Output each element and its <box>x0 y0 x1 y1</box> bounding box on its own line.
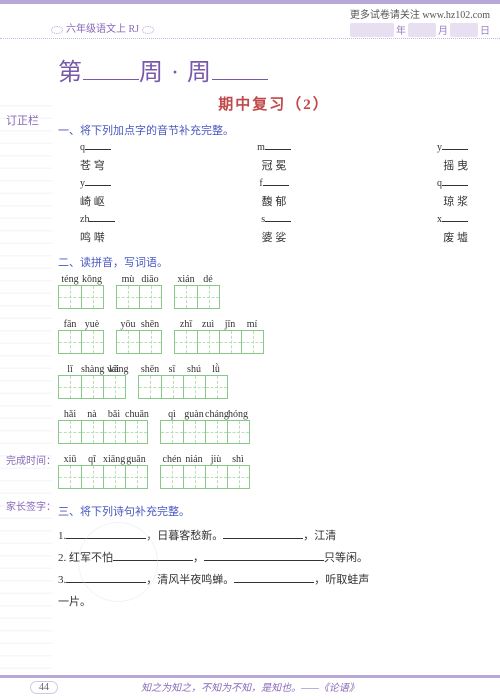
footer-quote: 知之为知之，不知为不知，是知也。——《论语》 <box>0 679 500 694</box>
sidebar-title: 订正栏 <box>6 112 39 128</box>
footer: 44 知之为知之，不知为不知，是知也。——《论语》 <box>0 678 500 694</box>
pinyin-word: xiándé <box>174 274 220 309</box>
pinyin-word: hǎinàbǎichuān <box>58 409 148 444</box>
date-bar: 年 月 日 <box>350 22 490 37</box>
pinyin-word: chénniánjiùshì <box>160 454 250 489</box>
pinyin-word: fānyuè <box>58 319 104 354</box>
main-content: 第周 · 周 期中复习（2） 一、将下列加点字的音节补充完整。 qmy苍 穹冠 … <box>58 52 490 672</box>
dotted-divider <box>0 38 500 39</box>
section-2-heading: 二、读拼音，写词语。 <box>58 254 490 270</box>
source-url: 更多试卷请关注 www.hz102.com <box>350 6 490 21</box>
section-1-body: qmy苍 穹冠 冕摇 曳yfq崎 岖馥 郁琼 浆zhsx鸣 啭婆 娑废 墟 <box>58 140 490 246</box>
section-3-heading: 三、将下列诗句补充完整。 <box>58 503 490 519</box>
section-1-heading: 一、将下列加点字的音节补充完整。 <box>58 122 490 138</box>
grade-badge: 六年级语文上 RJ <box>48 20 157 35</box>
correction-sidebar: 订正栏 <box>0 44 52 676</box>
top-border <box>0 0 500 4</box>
pinyin-word: lǐshàng wǎnglái <box>58 364 126 399</box>
pinyin-word: shēnsīshúlǜ <box>138 364 228 399</box>
parent-sign-label: 家长签字： <box>6 498 56 513</box>
section-2-body: 完成时间： 家长签字： téngkōngmùdiāoxiándéfānyuèyō… <box>58 274 490 495</box>
pinyin-word: mùdiāo <box>116 274 162 309</box>
pinyin-word: xiūqīxiāngguān <box>58 454 148 489</box>
pinyin-word: qìguànchánghóng <box>160 409 250 444</box>
page-title: 第周 · 周 <box>58 52 490 87</box>
pinyin-word: yōushēn <box>116 319 162 354</box>
subtitle: 期中复习（2） <box>58 93 490 114</box>
watermark <box>78 522 158 602</box>
pinyin-word: zhīzuìjīnmí <box>174 319 264 354</box>
pinyin-word: téngkōng <box>58 274 104 309</box>
completion-time-label: 完成时间： <box>6 452 56 467</box>
